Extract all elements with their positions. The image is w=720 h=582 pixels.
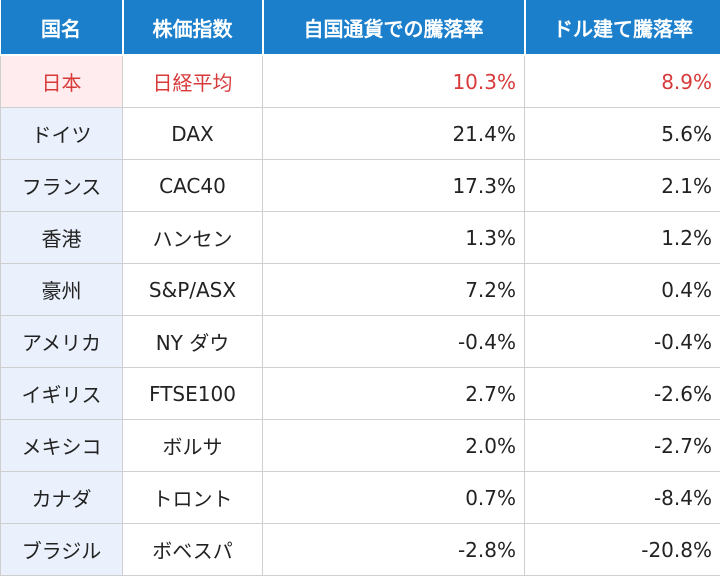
table-row: ドイツ DAX 21.4% 5.6% bbox=[0, 107, 720, 160]
usd-change-cell: 2.1% bbox=[524, 159, 720, 212]
local-change-cell: 17.3% bbox=[262, 159, 525, 212]
country-cell: 香港 bbox=[0, 211, 123, 264]
table-row: 香港 ハンセン 1.3% 1.2% bbox=[0, 211, 720, 264]
country-cell: 日本 bbox=[0, 54, 123, 108]
usd-change-cell: -0.4% bbox=[524, 315, 720, 368]
country-cell: ドイツ bbox=[0, 107, 123, 160]
table-row-japan: 日本 日経平均 10.3% 8.9% bbox=[0, 54, 720, 108]
country-cell: カナダ bbox=[0, 471, 123, 524]
usd-change-cell: -2.7% bbox=[524, 419, 720, 472]
local-change-cell: -2.8% bbox=[262, 523, 525, 576]
country-cell: イギリス bbox=[0, 367, 123, 420]
usd-change-cell: 5.6% bbox=[524, 107, 720, 160]
table-row: カナダ トロント 0.7% -8.4% bbox=[0, 471, 720, 524]
local-change-cell: -0.4% bbox=[262, 315, 525, 368]
index-cell: DAX bbox=[122, 107, 263, 160]
country-cell: アメリカ bbox=[0, 315, 123, 368]
local-change-cell: 7.2% bbox=[262, 263, 525, 316]
table-row: イギリス FTSE100 2.7% -2.6% bbox=[0, 367, 720, 420]
index-cell: CAC40 bbox=[122, 159, 263, 212]
usd-change-cell: -20.8% bbox=[524, 523, 720, 576]
usd-change-cell: 8.9% bbox=[524, 54, 720, 108]
usd-change-cell: 0.4% bbox=[524, 263, 720, 316]
country-cell: メキシコ bbox=[0, 419, 123, 472]
local-change-cell: 21.4% bbox=[262, 107, 525, 160]
table-row: メキシコ ボルサ 2.0% -2.7% bbox=[0, 419, 720, 472]
country-cell: ブラジル bbox=[0, 523, 123, 576]
header-country: 国名 bbox=[0, 0, 124, 56]
local-change-cell: 1.3% bbox=[262, 211, 525, 264]
local-change-cell: 2.0% bbox=[262, 419, 525, 472]
country-cell: 豪州 bbox=[0, 263, 123, 316]
usd-change-cell: 1.2% bbox=[524, 211, 720, 264]
header-row: 国名 株価指数 自国通貨での騰落率 ドル建て騰落率 bbox=[0, 0, 720, 56]
index-cell: トロント bbox=[122, 471, 263, 524]
index-cell: ボベスパ bbox=[122, 523, 263, 576]
table-row: 豪州 S&P/ASX 7.2% 0.4% bbox=[0, 263, 720, 316]
country-cell: フランス bbox=[0, 159, 123, 212]
local-change-cell: 0.7% bbox=[262, 471, 525, 524]
local-change-cell: 10.3% bbox=[262, 54, 525, 108]
index-cell: FTSE100 bbox=[122, 367, 263, 420]
header-local-change: 自国通貨での騰落率 bbox=[262, 0, 526, 56]
local-change-cell: 2.7% bbox=[262, 367, 525, 420]
index-cell: S&P/ASX bbox=[122, 263, 263, 316]
index-cell: NY ダウ bbox=[122, 315, 263, 368]
index-cell: ボルサ bbox=[122, 419, 263, 472]
header-usd-change: ドル建て騰落率 bbox=[524, 0, 720, 56]
index-cell: 日経平均 bbox=[122, 54, 263, 108]
usd-change-cell: -2.6% bbox=[524, 367, 720, 420]
usd-change-cell: -8.4% bbox=[524, 471, 720, 524]
index-cell: ハンセン bbox=[122, 211, 263, 264]
header-index: 株価指数 bbox=[122, 0, 264, 56]
table-row: アメリカ NY ダウ -0.4% -0.4% bbox=[0, 315, 720, 368]
table-row: フランス CAC40 17.3% 2.1% bbox=[0, 159, 720, 212]
table-row: ブラジル ボベスパ -2.8% -20.8% bbox=[0, 523, 720, 576]
